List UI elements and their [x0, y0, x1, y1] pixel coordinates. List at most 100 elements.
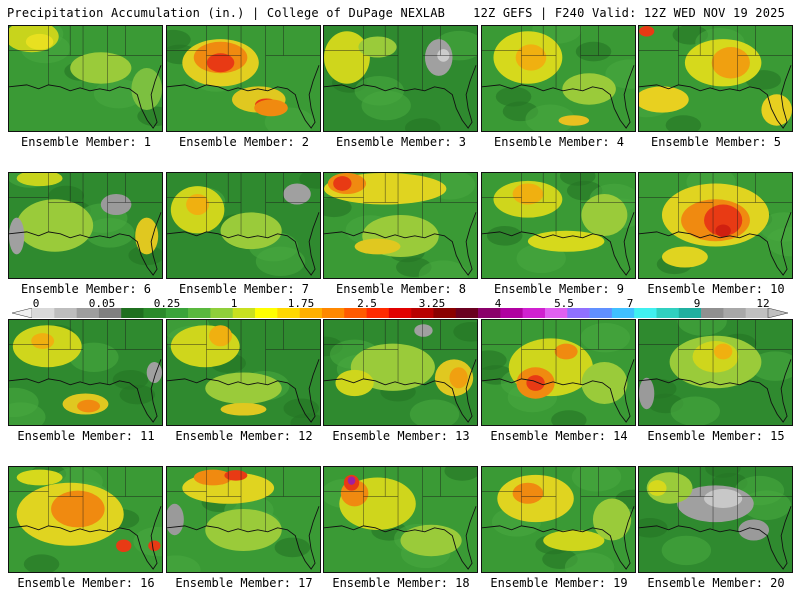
- coastline: [482, 506, 635, 570]
- ensemble-member-caption: Ensemble Member: 18: [332, 576, 470, 590]
- colorbar-tick-label: 1.75: [287, 297, 315, 310]
- ensemble-member-map: [166, 25, 321, 132]
- colorbar-segment: [54, 308, 77, 318]
- coastline: [639, 212, 792, 276]
- precip-blob: [186, 194, 210, 215]
- precip-blob: [704, 489, 743, 508]
- coastline: [167, 65, 320, 129]
- map-title: Precipitation Accumulation (in.) | Colle…: [7, 6, 446, 20]
- coastline: [482, 212, 635, 276]
- coastline: [167, 506, 320, 570]
- ensemble-member-map: [166, 466, 321, 573]
- colorbar-tick-label: 7: [626, 297, 634, 310]
- colorbar-segment: [634, 308, 657, 318]
- precip-field: [482, 173, 635, 278]
- colorbar-segment: [745, 308, 769, 318]
- ensemble-member-map: [638, 25, 793, 132]
- precip-blob: [70, 52, 132, 84]
- ensemble-member-caption: Ensemble Member: 5: [650, 135, 782, 149]
- colorbar-segment: [589, 308, 613, 318]
- precip-blob: [283, 183, 311, 205]
- ensemble-member-caption: Ensemble Member: 7: [178, 282, 310, 296]
- precip-blob: [51, 490, 105, 528]
- precip-blob: [639, 377, 655, 410]
- precip-field: [324, 467, 477, 572]
- colorbar-tick-label: 5.5: [554, 297, 574, 310]
- ensemble-member-caption: Ensemble Member: 4: [493, 135, 625, 149]
- ensemble-member-caption: Ensemble Member: 2: [178, 135, 310, 149]
- precip-field: [639, 26, 792, 131]
- precip-blob: [9, 217, 25, 255]
- colorbar-segment: [500, 308, 523, 318]
- precip-blob: [347, 476, 356, 485]
- precip-field: [167, 320, 320, 425]
- precip-blob: [335, 369, 374, 397]
- ensemble-member-caption: Ensemble Member: 16: [17, 576, 155, 590]
- precip-field: [324, 320, 477, 425]
- precip-blob: [254, 99, 288, 117]
- precip-blob: [224, 470, 248, 481]
- precip-field: [639, 320, 792, 425]
- colorbar-segment: [143, 308, 167, 318]
- coastline: [167, 212, 320, 276]
- precip-blob: [77, 399, 101, 413]
- colorbar-segment: [344, 308, 367, 318]
- precip-blob: [526, 375, 545, 391]
- precip-blob: [449, 367, 468, 389]
- coastline: [639, 359, 792, 423]
- ensemble-member-caption: Ensemble Member: 19: [490, 576, 628, 590]
- precip-field: [324, 26, 477, 131]
- ensemble-member-map: [323, 25, 478, 132]
- ensemble-member-caption: Ensemble Member: 20: [647, 576, 785, 590]
- coastline: [9, 359, 162, 423]
- precip-blob: [581, 194, 628, 236]
- ensemble-member-caption: Ensemble Member: 1: [20, 135, 152, 149]
- precip-blob: [400, 524, 462, 557]
- coastline: [324, 212, 477, 276]
- ensemble-member-map: [323, 319, 478, 426]
- colorbar-segment: [210, 308, 234, 318]
- colorbar-segment: [76, 308, 100, 318]
- precip-blob: [648, 480, 667, 496]
- ensemble-member-caption: Ensemble Member: 13: [332, 429, 470, 443]
- precip-blob: [554, 343, 578, 360]
- ensemble-member-caption: Ensemble Member: 11: [17, 429, 155, 443]
- precip-blob: [692, 341, 739, 373]
- precip-blob: [761, 94, 792, 126]
- colorbar-segment: [255, 308, 278, 318]
- colorbar-tick-label: 2.5: [357, 297, 377, 310]
- colorbar-segment: [611, 308, 635, 318]
- colorbar-segment: [388, 308, 412, 318]
- ensemble-member-map: [166, 319, 321, 426]
- precip-blob: [527, 230, 605, 252]
- colorbar-segment: [701, 308, 724, 318]
- colorbar-segment: [455, 308, 479, 318]
- precip-field: [167, 173, 320, 278]
- precip-field: [639, 467, 792, 572]
- colorbar-tick-label: 0.25: [153, 297, 181, 310]
- ensemble-member-map: [638, 466, 793, 573]
- precip-blob: [193, 469, 233, 486]
- precip-blob: [146, 362, 162, 383]
- colorbar-segment: [121, 308, 144, 318]
- precip-blob: [25, 33, 54, 50]
- precip-blob: [646, 472, 693, 504]
- colorbar-segment: [277, 308, 300, 318]
- coastline: [482, 359, 635, 423]
- precip-field: [167, 26, 320, 131]
- precip-blob: [592, 498, 632, 541]
- colorbar-tick-label: 0: [32, 297, 40, 310]
- ensemble-member-map: [481, 25, 636, 132]
- precip-blob: [512, 482, 544, 504]
- precip-blob: [16, 173, 63, 187]
- precip-blob: [639, 86, 689, 113]
- precip-field: [639, 173, 792, 278]
- precip-blob: [543, 530, 605, 551]
- precip-field: [9, 467, 162, 572]
- colorbar-tick-label: 0.05: [88, 297, 116, 310]
- colorbar-segment: [478, 308, 501, 318]
- colorbar-max-arrow: [767, 308, 788, 318]
- precip-blob: [333, 176, 352, 191]
- precip-blob: [512, 183, 544, 205]
- ensemble-member-caption: Ensemble Member: 14: [490, 429, 628, 443]
